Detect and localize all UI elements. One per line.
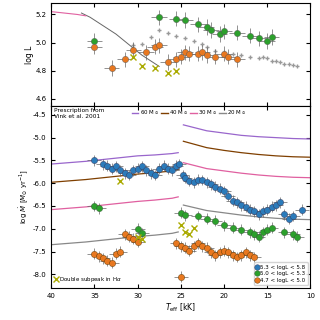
Y-axis label: log L: log L [25, 45, 34, 64]
Text: Prescription from
Vink et al. 2001: Prescription from Vink et al. 2001 [54, 108, 104, 119]
Legend: Double subpeak in H$\alpha$: Double subpeak in H$\alpha$ [54, 274, 123, 285]
Y-axis label: log $\dot{M}$ [$M_{\odot}$ yr$^{-1}$]: log $\dot{M}$ [$M_{\odot}$ yr$^{-1}$] [18, 169, 31, 224]
X-axis label: $T_{\rm eff}$ [kK]: $T_{\rm eff}$ [kK] [165, 302, 196, 314]
